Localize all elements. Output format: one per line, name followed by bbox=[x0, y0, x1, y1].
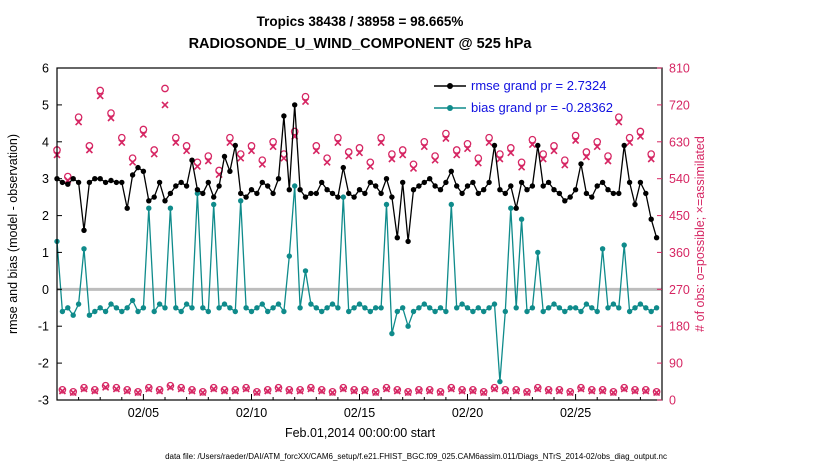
left-axis-label: rmse and bias (model - observation) bbox=[6, 134, 20, 334]
left-tick-label: -1 bbox=[38, 320, 49, 334]
plot-area: 6 5 4 3 2 1 0 -1 -2 -3 810 720 630 540 450 360 270 180 90 0… bbox=[38, 62, 690, 421]
left-tick-label: 4 bbox=[42, 135, 49, 149]
right-tick-label: 270 bbox=[669, 283, 690, 297]
plot-title: Tropics 38438 / 38958 = 98.665% bbox=[257, 14, 464, 29]
x-tick-label: 02/20 bbox=[452, 406, 483, 420]
right-axis-label: # of obs: o=possible; ×=assimilated bbox=[693, 136, 707, 332]
right-tick-label: 630 bbox=[669, 135, 690, 149]
legend-marker bbox=[447, 105, 453, 111]
x-tick-label: 02/15 bbox=[344, 406, 375, 420]
rmse-series bbox=[54, 102, 660, 245]
legend-label: bias grand pr = -0.28362 bbox=[471, 100, 613, 115]
right-tick-label: 0 bbox=[669, 394, 676, 408]
right-tick-label: 720 bbox=[669, 98, 690, 112]
bias-series bbox=[54, 183, 660, 385]
right-tick-label: 450 bbox=[669, 209, 690, 223]
axis-ticks bbox=[57, 67, 641, 401]
right-tick-label: 360 bbox=[669, 246, 690, 260]
left-tick-label: 2 bbox=[42, 209, 49, 223]
left-tick-label: 6 bbox=[42, 62, 49, 76]
right-tick-label: 810 bbox=[669, 62, 690, 76]
right-axis-ticks bbox=[657, 67, 662, 401]
x-tick-label: 02/25 bbox=[560, 406, 591, 420]
tick-labels: 6 5 4 3 2 1 0 -1 -2 -3 810 720 630 540 450 360 270 180 90 0… bbox=[38, 62, 690, 421]
obs-assimilated-series bbox=[53, 92, 661, 397]
legend: rmse grand pr = 2.7324 bias grand pr = -0… bbox=[434, 78, 613, 115]
x-axis-label: Feb.01,2014 00:00:00 start bbox=[285, 426, 436, 440]
data-file-note: data file: /Users/raeder/DAI/ATM_forcXX/… bbox=[165, 452, 667, 461]
left-tick-label: -3 bbox=[38, 394, 49, 408]
right-tick-label: 90 bbox=[669, 357, 683, 371]
left-tick-label: 5 bbox=[42, 98, 49, 112]
left-tick-label: 3 bbox=[42, 172, 49, 186]
legend-label: rmse grand pr = 2.7324 bbox=[471, 78, 607, 93]
left-tick-label: -2 bbox=[38, 357, 49, 371]
x-tick-label: 02/10 bbox=[236, 406, 267, 420]
plot-subtitle: RADIOSONDE_U_WIND_COMPONENT @ 525 hPa bbox=[189, 36, 533, 52]
legend-marker bbox=[447, 83, 453, 89]
obs-possible-series bbox=[53, 84, 661, 396]
right-tick-label: 540 bbox=[669, 172, 690, 186]
x-tick-label: 02/05 bbox=[128, 406, 159, 420]
left-tick-label: 0 bbox=[42, 283, 49, 297]
right-tick-label: 180 bbox=[669, 320, 690, 334]
left-tick-label: 1 bbox=[42, 246, 49, 260]
